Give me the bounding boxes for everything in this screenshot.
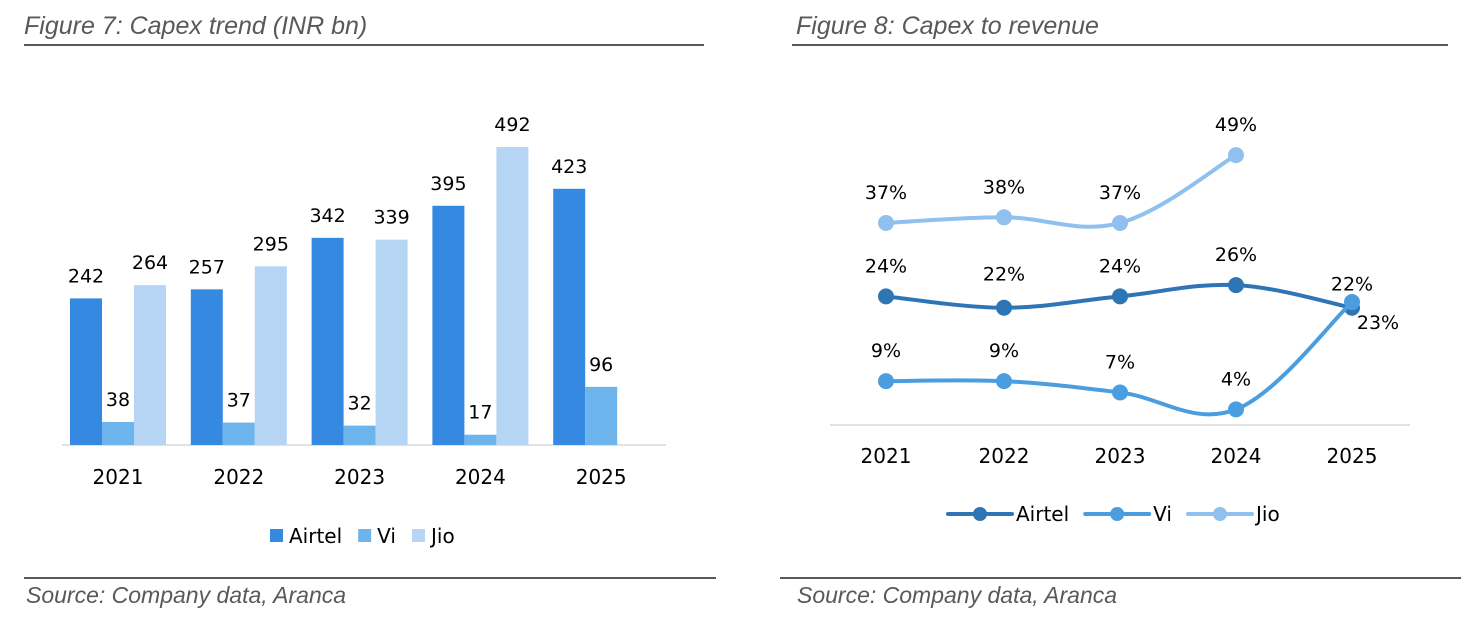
bar-label-airtel-2022: 257 [189, 256, 225, 278]
bar-airtel-2022 [190, 289, 223, 445]
bar-label-airtel-2025: 423 [551, 156, 587, 178]
line-label-airtel-2022: 22% [983, 264, 1025, 286]
figure-7-source: Source: Company data, Aranca [26, 582, 347, 608]
line-point-vi-2021 [878, 373, 894, 390]
line-legend-marker-airtel [973, 507, 987, 521]
line-x-tick-2024: 2024 [1211, 444, 1262, 468]
bar-airtel-2023 [311, 237, 344, 445]
line-point-airtel-2021 [878, 288, 894, 305]
line-x-tick-2021: 2021 [861, 444, 912, 468]
bar-vi-2021 [102, 421, 134, 445]
line-label-vi-2023: 7% [1105, 351, 1135, 373]
bar-label-jio-2024: 492 [494, 114, 530, 136]
line-point-airtel-2023 [1112, 288, 1128, 305]
bar-legend-swatch-airtel [270, 529, 283, 542]
bar-jio-2022 [254, 266, 287, 445]
line-point-jio-2024 [1228, 147, 1244, 164]
bar-vi-2022 [222, 422, 255, 445]
line-label-vi-2025: 23% [1357, 312, 1399, 334]
bar-x-tick-2021: 2021 [93, 465, 144, 489]
figure-7-top-rule [24, 44, 704, 46]
line-point-vi-2025 [1344, 294, 1360, 311]
bar-vi-2023 [343, 425, 376, 445]
line-point-vi-2022 [996, 373, 1012, 390]
line-point-jio-2021 [878, 214, 894, 231]
bar-vi-2024 [464, 434, 497, 445]
bar-jio-2023 [375, 239, 408, 445]
figure-8-title: Figure 8: Capex to revenue [796, 12, 1099, 40]
line-label-airtel-2024: 26% [1215, 244, 1257, 266]
line-point-vi-2024 [1228, 401, 1244, 418]
bar-x-tick-2022: 2022 [213, 465, 264, 489]
line-legend-marker-vi [1110, 507, 1125, 521]
line-legend-label-jio: Jio [1254, 502, 1280, 526]
line-x-tick-2023: 2023 [1095, 444, 1146, 468]
line-point-vi-2023 [1112, 384, 1128, 401]
line-x-tick-2022: 2022 [979, 444, 1030, 468]
bar-label-jio-2021: 264 [132, 252, 168, 274]
bar-jio-2024 [496, 147, 529, 445]
line-legend-marker-jio [1212, 507, 1227, 521]
bar-legend-label-vi: Vi [377, 524, 396, 548]
bar-jio-2021 [134, 285, 166, 445]
line-label-vi-2021: 9% [871, 340, 901, 362]
bar-label-airtel-2024: 395 [430, 173, 466, 195]
line-legend-label-airtel: Airtel [1016, 502, 1069, 526]
bar-x-tick-2023: 2023 [334, 465, 385, 489]
bar-label-vi-2025: 96 [589, 354, 613, 376]
line-label-vi-2022: 9% [989, 340, 1019, 362]
bar-x-tick-2025: 2025 [576, 465, 627, 489]
figure-7-bottom-rule [24, 577, 716, 579]
line-label-airtel-2021: 24% [865, 255, 907, 277]
bar-label-vi-2023: 32 [348, 393, 372, 415]
figure-8-top-rule [792, 44, 1448, 46]
line-label-airtel-2023: 24% [1099, 255, 1141, 277]
line-label-jio-2022: 38% [983, 176, 1025, 198]
bar-label-jio-2023: 339 [373, 207, 409, 229]
bar-label-airtel-2023: 342 [309, 205, 345, 227]
line-label-jio-2023: 37% [1099, 182, 1141, 204]
bar-airtel-2025 [553, 188, 586, 446]
line-label-jio-2024: 49% [1215, 114, 1257, 136]
bar-label-jio-2022: 295 [253, 233, 289, 255]
line-legend-label-vi: Vi [1153, 502, 1172, 526]
bar-legend-swatch-vi [358, 529, 372, 542]
figure-8-bottom-rule [780, 577, 1461, 579]
bar-vi-2025 [585, 386, 618, 445]
bar-label-vi-2021: 38 [106, 389, 130, 411]
bar-label-vi-2024: 17 [468, 402, 492, 424]
figure-7-title: Figure 7: Capex trend (INR bn) [24, 12, 368, 40]
figure-8-source: Source: Company data, Aranca [797, 582, 1118, 608]
bar-legend-swatch-jio [411, 529, 425, 542]
line-point-jio-2022 [996, 209, 1012, 226]
bar-legend-label-jio: Jio [429, 524, 455, 548]
line-label-airtel-2025: 22% [1331, 274, 1373, 296]
bar-legend-label-airtel: Airtel [289, 524, 342, 548]
line-x-tick-2025: 2025 [1327, 444, 1378, 468]
line-point-jio-2023 [1112, 214, 1128, 231]
line-label-vi-2024: 4% [1221, 368, 1251, 390]
bar-airtel-2024 [432, 205, 465, 445]
bar-label-airtel-2021: 242 [68, 265, 104, 287]
line-point-airtel-2022 [996, 299, 1012, 316]
line-point-airtel-2024 [1228, 277, 1244, 294]
bar-airtel-2021 [70, 298, 102, 445]
bar-label-vi-2022: 37 [227, 390, 251, 412]
line-label-jio-2021: 37% [865, 182, 907, 204]
line-series-jio [884, 153, 1238, 229]
bar-x-tick-2024: 2024 [455, 465, 506, 489]
